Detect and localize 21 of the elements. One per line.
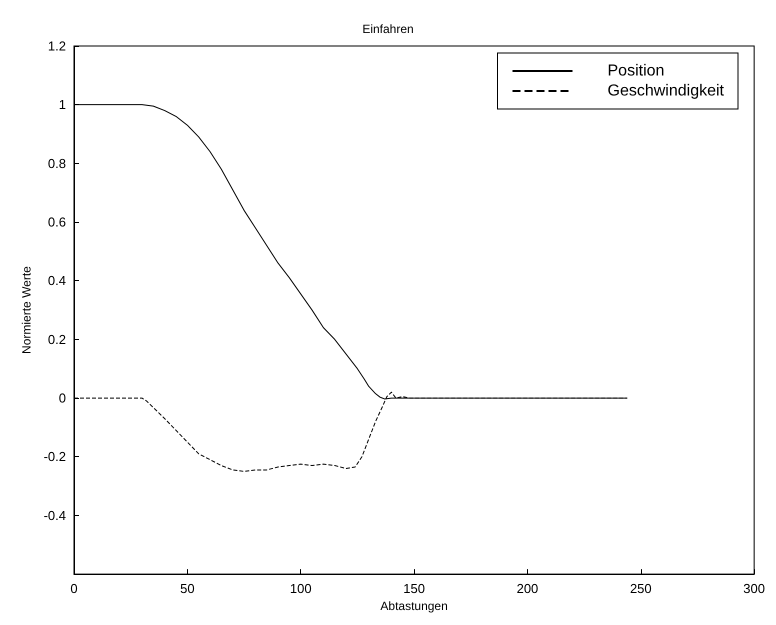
x-tick-label: 100: [290, 581, 312, 596]
legend-label: Position: [608, 62, 664, 80]
y-tick-label: 1: [58, 97, 66, 112]
y-axis-title: Normierte Werte: [20, 266, 34, 354]
x-tick-label: 150: [403, 581, 425, 596]
y-tick-label: 0: [58, 390, 66, 406]
y-tick-label: 0.8: [48, 156, 66, 171]
y-tick-label: 0.6: [48, 214, 66, 230]
x-tick-label: 300: [743, 581, 766, 596]
x-tick-label: 0: [70, 581, 78, 596]
y-tick-label: -0.4: [44, 508, 66, 523]
x-tick-label: 250: [630, 581, 652, 596]
y-tick-label: 0.4: [48, 273, 66, 288]
x-tick-label: 200: [516, 581, 538, 596]
y-tick-label: 1.2: [48, 38, 66, 54]
y-tick-label: -0.2: [44, 449, 66, 464]
legend-label: Geschwindigkeit: [608, 82, 725, 100]
x-tick-label: 50: [180, 581, 195, 596]
chart-title: Einfahren: [362, 22, 414, 36]
y-tick-label: 0.2: [48, 332, 66, 347]
x-axis-title: Abtastungen: [380, 599, 448, 613]
